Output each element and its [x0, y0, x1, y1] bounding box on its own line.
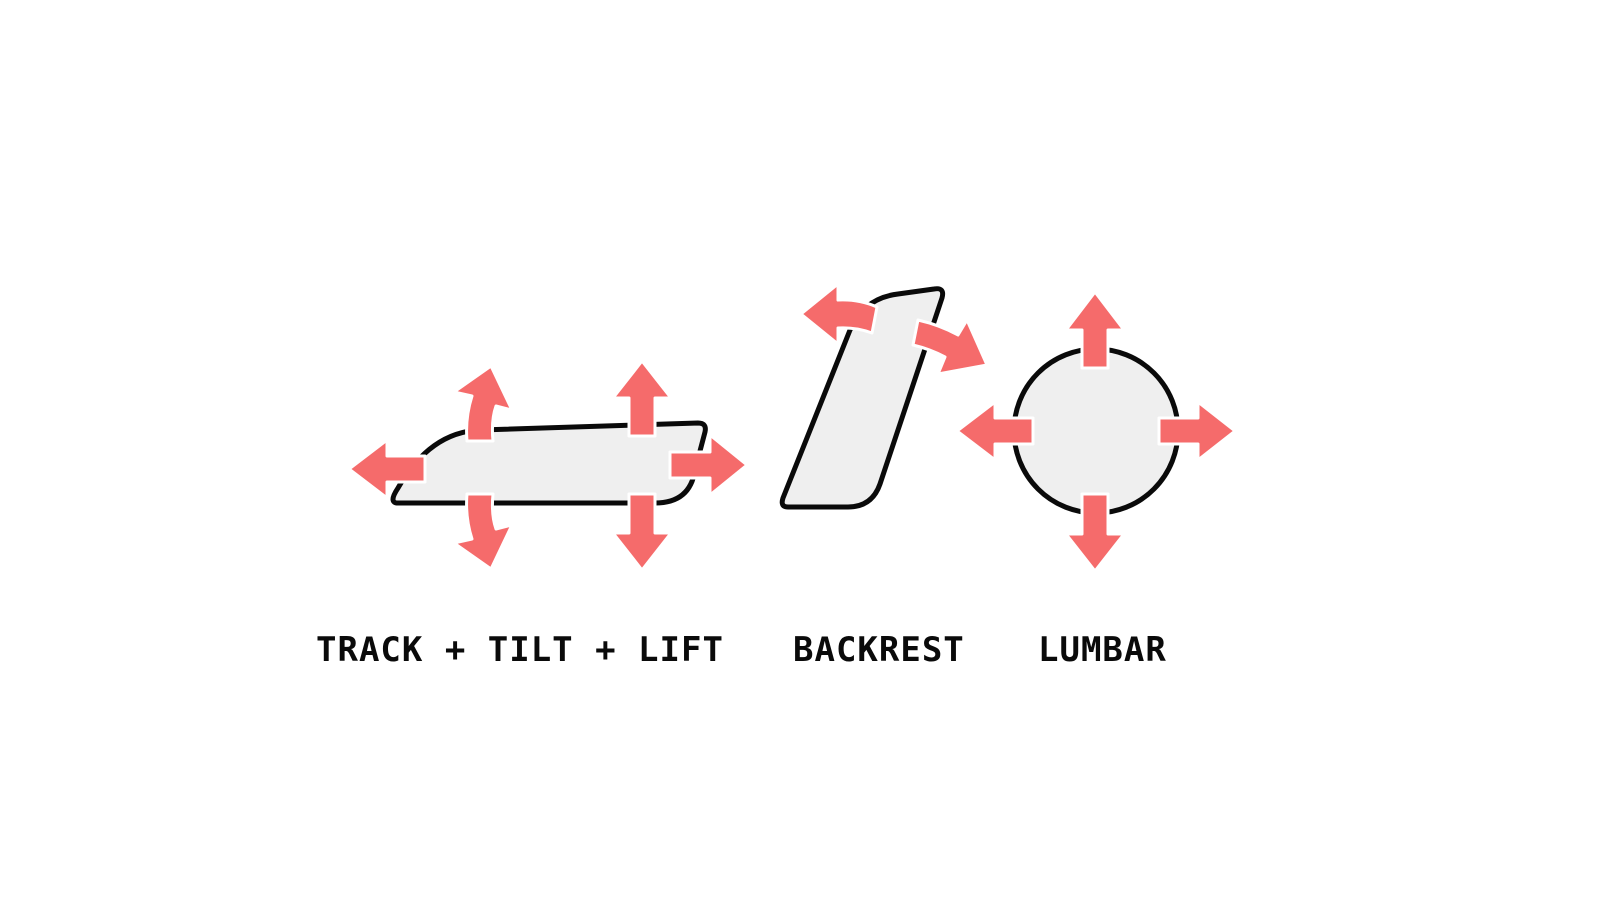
lumbar-up-arrow	[1064, 290, 1126, 370]
lumbar-label: LUMBAR	[1038, 630, 1167, 670]
lift-up-arrow	[611, 359, 673, 438]
seat-adjustment-label: TRACK + TILT + LIFT	[316, 630, 724, 670]
tilt-up-arrow	[452, 364, 514, 443]
lumbar-left-arrow	[955, 400, 1035, 462]
backrest-label: BACKREST	[793, 630, 965, 670]
lumbar-down-arrow	[1064, 492, 1126, 573]
lumbar-right-arrow	[1157, 400, 1237, 462]
seat-cushion-shape	[390, 420, 708, 506]
track-right-arrow	[668, 433, 749, 497]
lift-down-arrow	[611, 492, 673, 572]
track-left-arrow	[347, 438, 427, 500]
backrest-group	[779, 282, 989, 510]
seat-cushion-group	[347, 359, 749, 572]
recline-back-arrow	[799, 282, 879, 346]
lumbar-circle	[1011, 346, 1181, 516]
recline-forward-arrow	[911, 318, 989, 376]
tilt-down-arrow	[452, 492, 514, 571]
backrest-shape	[779, 286, 946, 510]
lumbar-group	[955, 290, 1237, 573]
